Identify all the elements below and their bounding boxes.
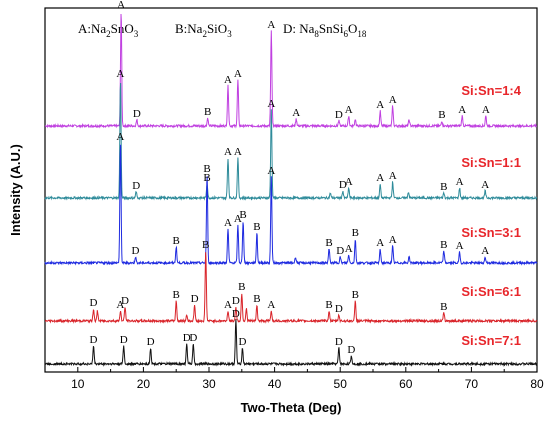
peak-label-3-2: D — [132, 245, 140, 257]
peak-label-3-3: B — [173, 235, 180, 247]
x-tick-label-40: 40 — [268, 377, 282, 391]
peak-label-4-18: B — [440, 301, 447, 313]
peak-label-2-11: A — [389, 170, 397, 182]
peak-label-3-1: A — [116, 131, 124, 143]
peak-label-5-3: D — [147, 336, 155, 348]
peak-label-2-8: D — [339, 179, 347, 191]
peak-label-5-4: D — [183, 332, 191, 344]
peak-label-3-13: A — [345, 243, 353, 255]
peak-label-4-11: B — [238, 281, 245, 293]
peak-label-4-3: A — [116, 299, 124, 311]
peak-label-3-19: A — [456, 240, 464, 252]
peak-label-2-14: A — [456, 176, 464, 188]
series-label-2: Si:Sn=1:1 — [461, 155, 521, 170]
peak-label-3-5: A — [224, 217, 232, 229]
peak-label-4-5: B — [173, 289, 180, 301]
peak-label-3-14: B — [352, 227, 359, 239]
peak-label-2-4: A — [224, 146, 232, 158]
peak-label-3-12: D — [336, 245, 344, 257]
peak-label-3-6: A — [234, 213, 242, 225]
plot-frame — [44, 7, 538, 373]
pattern-line-3 — [44, 144, 538, 266]
peak-label-1-2: D — [133, 108, 141, 120]
peak-label-5-6: D — [232, 308, 240, 320]
peak-label-5-7: D — [239, 336, 247, 348]
peak-label-3-15: A — [376, 237, 384, 249]
peak-label-2-5: A — [234, 146, 242, 158]
peak-label-1-6: A — [267, 19, 275, 31]
peak-label-1-14: B — [438, 109, 445, 121]
peak-label-3-18: B — [440, 239, 447, 251]
peak-label-4-7: D — [191, 293, 199, 305]
x-axis-ticks: 10 20 30 40 50 60 70 80 — [44, 367, 544, 391]
peak-label-4-16: D — [335, 303, 343, 315]
pattern-line-4 — [44, 252, 538, 324]
series-label-3: Si:Sn=3:1 — [461, 225, 521, 240]
peak-label-2-1: A — [116, 68, 124, 80]
pattern-line-5 — [44, 319, 538, 367]
x-tick-label-30: 30 — [202, 377, 216, 391]
peak-label-1-16: A — [482, 104, 490, 116]
peak-label-1-15: A — [458, 104, 466, 116]
peak-label-1-9: A — [345, 104, 353, 116]
legend-b: B:Na2SiO3 — [175, 21, 232, 39]
series-label-4: Si:Sn=6:1 — [461, 284, 521, 299]
peak-label-3-7: B — [239, 209, 246, 221]
legend-a: A:Na2SnO3 — [78, 21, 139, 39]
peak-label-1-5: A — [234, 68, 242, 80]
peak-label-4-9: A — [224, 299, 232, 311]
peak-label-1-12: A — [389, 94, 397, 106]
peak-label-4-15: B — [325, 299, 332, 311]
peak-label-4-14: A — [267, 299, 275, 311]
series-labels: Si:Sn=1:4 Si:Sn=1:1 Si:Sn=3:1 Si:Sn=6:1 Si:S… — [461, 83, 521, 348]
peak-label-5-9: D — [347, 344, 355, 356]
peak-label-5-2: D — [120, 334, 128, 346]
peak-label-3-4: B — [203, 163, 210, 175]
x-tick-label-50: 50 — [334, 377, 348, 391]
peak-label-2-10: A — [376, 172, 384, 184]
series-group — [44, 13, 538, 367]
peak-label-3-9: A — [267, 165, 275, 177]
peak-label-4-8: B — [202, 239, 209, 251]
peak-label-5-1: D — [90, 334, 98, 346]
peak-label-3-20: A — [481, 245, 489, 257]
peak-label-1-3: B — [204, 106, 211, 118]
x-tick-label-60: 60 — [399, 377, 413, 391]
pattern-line-2 — [44, 82, 538, 201]
x-tick-label-80: 80 — [530, 377, 544, 391]
peak-label-4-4: D — [121, 295, 129, 307]
x-tick-label-70: 70 — [465, 377, 479, 391]
peak-label-2-2: D — [132, 180, 140, 192]
peak-label-3-11: B — [325, 237, 332, 249]
peak-label-3-8: B — [253, 221, 260, 233]
peak-label-4-1: D — [90, 297, 98, 309]
peak-label-1-8: D — [335, 109, 343, 121]
x-tick-label-10: 10 — [71, 377, 85, 391]
legend-d: D: Na8SnSi6O18 — [283, 21, 367, 39]
peak-label-1-11: A — [376, 99, 384, 111]
peak-label-3-16: A — [389, 234, 397, 246]
y-axis-label: Intensity (A.U.) — [8, 144, 23, 236]
peak-label-4-13: B — [253, 293, 260, 305]
peak-label-1-7: A — [292, 107, 300, 119]
x-tick-label-20: 20 — [137, 377, 151, 391]
x-axis-label: Two-Theta (Deg) — [241, 400, 342, 415]
peak-label-2-6: A — [267, 98, 275, 110]
peak-label-1-4: A — [224, 74, 232, 86]
peak-label-5-8: D — [335, 336, 343, 348]
pattern-line-1 — [44, 13, 538, 129]
peak-label-2-3: B — [203, 172, 210, 184]
peak-label-1-1: A — [117, 0, 125, 11]
peak-label-2-9: A — [345, 176, 353, 188]
peak-label-4-17: B — [352, 289, 359, 301]
peak-label-5-5: D — [189, 332, 197, 344]
series-label-5: Si:Sn=7:1 — [461, 333, 521, 348]
peak-label-2-15: A — [481, 179, 489, 191]
series-label-1: Si:Sn=1:4 — [461, 83, 521, 98]
peak-label-2-13: B — [440, 181, 447, 193]
peak-label-4-10: D — [232, 295, 240, 307]
